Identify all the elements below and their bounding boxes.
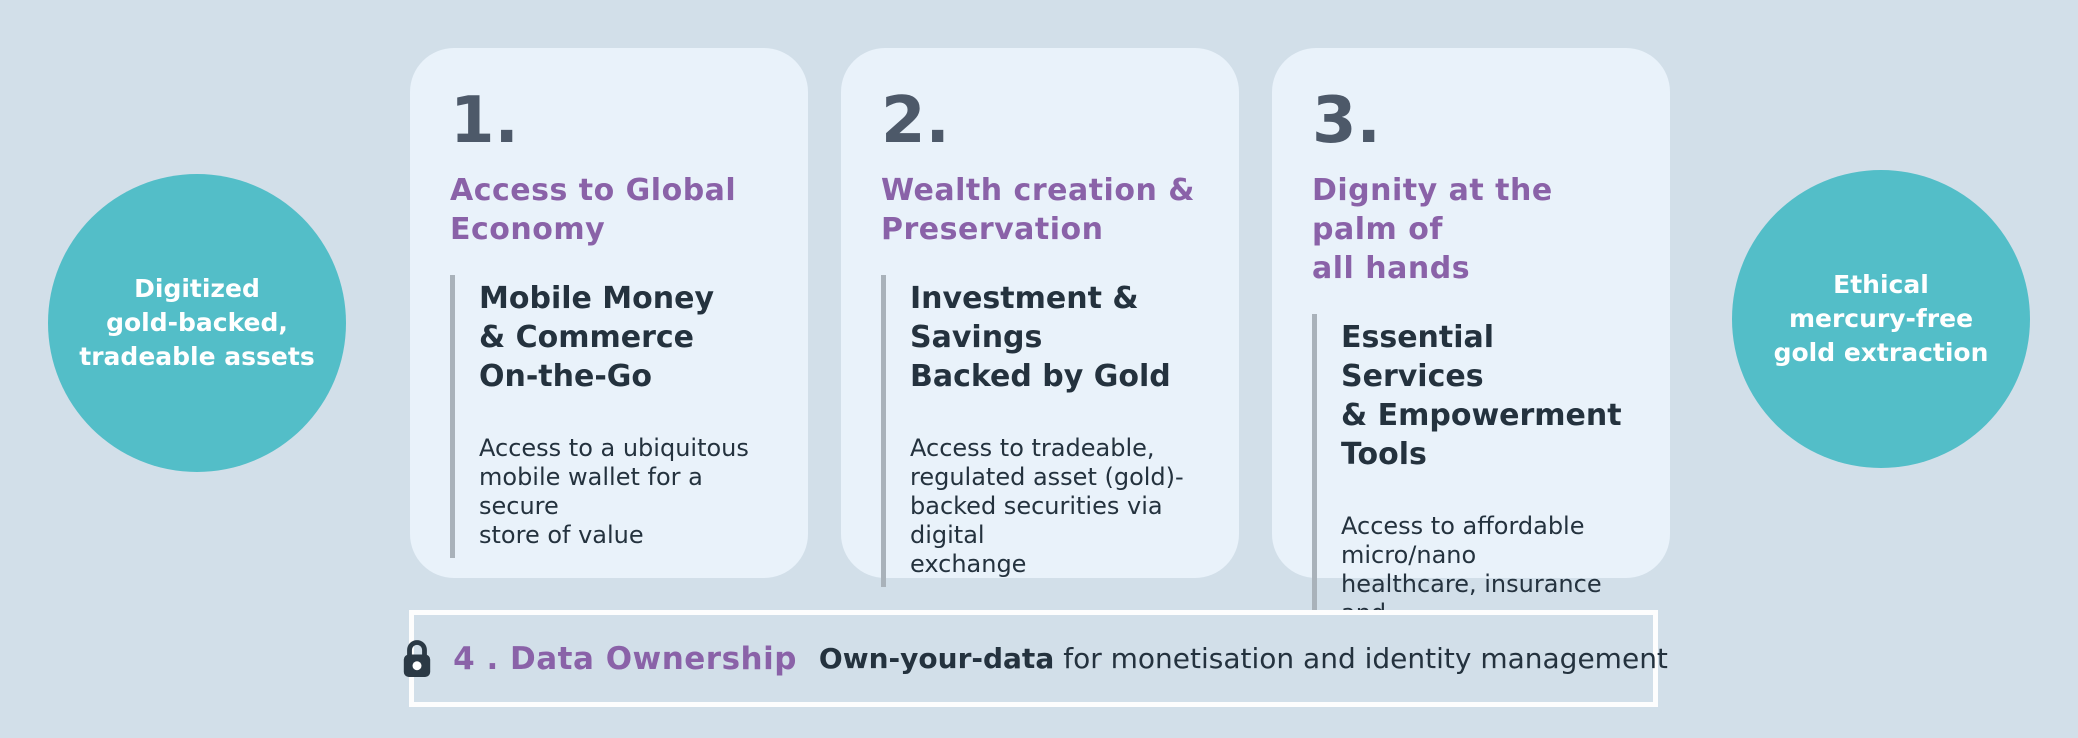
left-circle: Digitized gold-backed, tradeable assets [48, 174, 346, 472]
banner-bold-text: Own-your-data [818, 642, 1055, 675]
left-circle-label: Digitized gold-backed, tradeable assets [79, 274, 315, 371]
banner-rest-text: for monetisation and identity management [1063, 642, 1668, 675]
card-2-subtitle: Investment & Savings Backed by Gold [910, 281, 1171, 395]
banner-heading: 4 . Data Ownership [453, 640, 797, 677]
right-circle-label: Ethical mercury-free gold extraction [1773, 270, 1989, 367]
lock-icon [403, 639, 431, 677]
card-1-title: Access to Global Economy [450, 173, 737, 248]
card-1-subtitle: Mobile Money & Commerce On-the-Go [479, 281, 715, 395]
card-1-section: Mobile Money & Commerce On-the-Go Access… [450, 275, 774, 559]
card-2-number: 2. [881, 84, 950, 158]
card-1: 1. Access to Global Economy Mobile Money… [410, 48, 808, 578]
card-3-subtitle: Essential Services & Empowerment Tools [1341, 320, 1622, 473]
data-ownership-banner: 4 . Data Ownership Own-your-data for mon… [403, 610, 1668, 707]
card-2-title: Wealth creation & Preservation [881, 173, 1195, 248]
card-3-number: 3. [1312, 84, 1381, 158]
card-3-title: Dignity at the palm of all hands [1312, 173, 1553, 287]
card-2-body: Access to tradeable, regulated asset (go… [910, 434, 1184, 579]
pillar-cards-row: 1. Access to Global Economy Mobile Money… [410, 48, 1670, 666]
right-circle: Ethical mercury-free gold extraction [1732, 170, 2030, 468]
card-1-body: Access to a ubiquitous mobile wallet for… [479, 434, 749, 550]
card-2: 2. Wealth creation & Preservation Invest… [841, 48, 1239, 588]
card-1-number: 1. [450, 84, 519, 158]
card-2-section: Investment & Savings Backed by Gold Acce… [881, 275, 1205, 588]
card-3: 3. Dignity at the palm of all hands Esse… [1272, 48, 1670, 666]
